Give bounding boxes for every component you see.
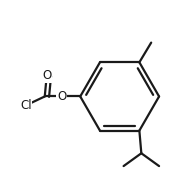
Text: O: O (42, 69, 51, 82)
Text: Cl: Cl (20, 99, 32, 112)
Text: O: O (57, 90, 66, 103)
